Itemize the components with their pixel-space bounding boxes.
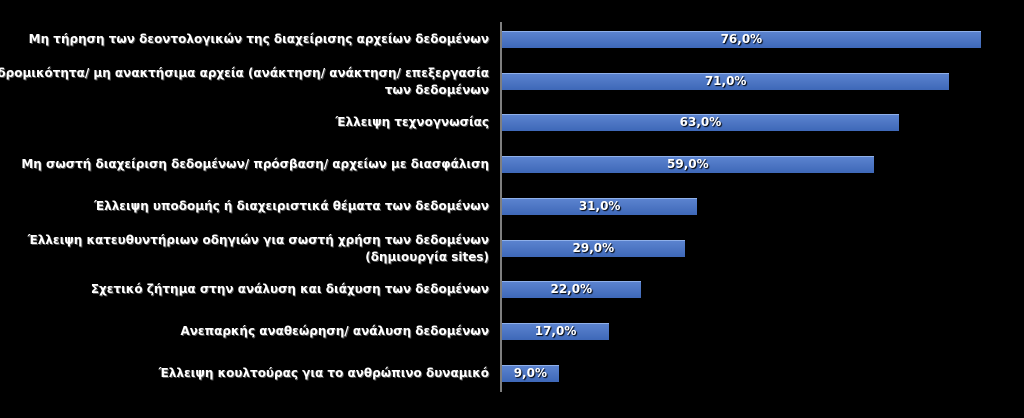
category-axis-line [500, 22, 502, 392]
category-label: Αναδρομικότητα/ μη ανακτήσιμα αρχεία (αν… [0, 65, 489, 97]
data-label: 31,0% [578, 198, 621, 213]
bar [502, 197, 698, 215]
bar [502, 281, 641, 299]
data-label: 29,0% [572, 240, 615, 255]
category-label: Ανεπαρκής αναθεώρηση/ ανάλυση δεδομένων [180, 323, 489, 338]
category-label: Σχετικό ζήτημα στην ανάλυση και διάχυση … [90, 282, 489, 297]
category-label: Μη τήρηση των δεοντολογικών της διαχείρι… [28, 32, 489, 46]
bar [502, 31, 981, 48]
bar [502, 364, 559, 382]
category-label: Έλλειψη κουλτούρας για το ανθρώπινο δυνα… [158, 365, 489, 380]
data-label: 17,0% [534, 323, 577, 338]
data-label: 71,0% [704, 73, 747, 88]
category-label: Έλλειψη τεχνογνωσίας [335, 115, 489, 130]
bar [502, 156, 874, 174]
data-label: 76,0% [720, 32, 763, 46]
bar [502, 114, 899, 132]
bar [502, 72, 950, 90]
data-label: 59,0% [667, 157, 709, 172]
data-label: 63,0% [679, 115, 722, 130]
category-label: Έλλειψη κατευθυντήριων οδηγιών για σωστή… [27, 232, 489, 264]
category-label: Έλλειψη υποδομής ή διαχειριστικά θέματα … [93, 198, 489, 213]
data-label: 9,0% [513, 365, 547, 380]
data-label: 22,0% [550, 282, 593, 297]
bar [502, 322, 610, 340]
bar [502, 239, 685, 257]
category-label: Μη σωστή διαχείριση δεδομένων/ πρόσβαση/… [21, 157, 489, 172]
